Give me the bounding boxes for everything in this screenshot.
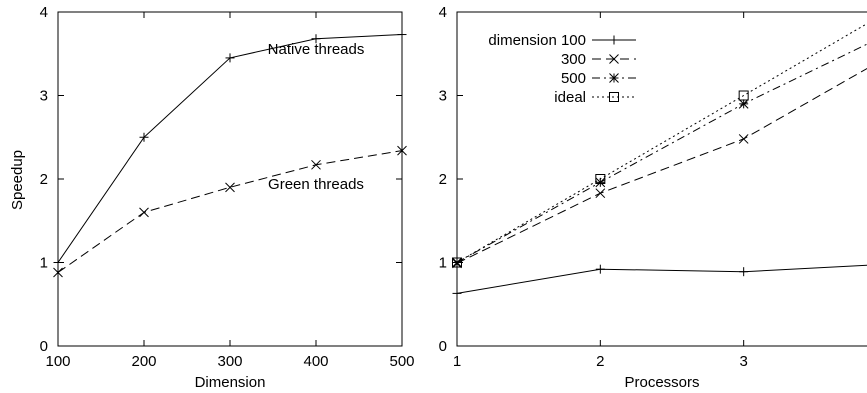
chart-left-y-ticks: 0 1 2 3 4 [40,4,402,355]
chart-left-y-axis-label: Speedup [9,150,26,210]
chart-right-series-3-point [738,98,749,109]
chart-right-x-axis-label: Processors [624,374,699,391]
chart-left-series-2-point [139,207,149,218]
chart-left-y-tick-label: 1 [40,255,48,272]
chart-right-series-4-point-box [452,257,462,268]
chart-right-series-line-4 [456,23,867,263]
chart-right-legend-marker-3-d2 [609,73,619,83]
chart-right-legend-marker-4 [609,92,619,102]
chart-right-legend-marker-2 [609,54,619,64]
chart-left-x-axis-label: Dimension [195,374,266,391]
chart-right-legend-label-4: ideal [554,89,586,106]
chart-right-series-line-2 [456,67,867,264]
chart-right-series-4-point [595,174,606,184]
chart-right-series-4-point [738,90,749,101]
chart-right-series-2-point [738,134,749,144]
chart-right-x-tick-label: 1 [453,353,461,370]
chart-left-x-tick-label: 300 [217,353,242,370]
chart-right-series-3-point [595,177,606,188]
chart-right-series-line-1 [456,264,867,294]
chart-right-series-2-point-d2 [595,188,606,199]
chart-right-legend-marker-3 [609,73,619,83]
chart-left-series-2-point [225,182,235,193]
chart-right-y-tick-label: 1 [439,255,447,272]
chart-left-series-label-1: Native threads [268,41,365,58]
chart-right-series-2-point [595,188,606,199]
chart-left-series-line-2 [57,150,403,273]
chart-left-series-2-point-d2 [53,267,63,278]
chart-right-series-1-point [595,264,605,274]
chart-left-series [53,30,407,278]
chart-right-series-1-point [739,267,749,277]
chart-left-series-2-point [53,267,63,278]
chart-right-y-tick-label: 0 [439,338,447,355]
chart-right-y-tick-label: 2 [439,171,447,188]
chart-left-series-1-point [225,53,235,63]
chart-right-series [452,23,867,298]
chart-right-legend: dimension 100 300 500 ideal [488,32,636,106]
chart-right-x-tick-label: 2 [596,353,604,370]
chart-left-y-tick-label: 2 [40,171,48,188]
chart-left-series-2-point [397,145,407,156]
chart-right-series-3-point-d2 [738,98,749,109]
chart-right-y-tick-label: 3 [439,88,447,105]
chart-left-x-ticks: 100 200 300 400 500 [45,12,415,370]
chart-right-series-3-point-d2 [595,177,606,188]
chart-left-series-label-2: Green threads [268,176,364,193]
chart-left-x-tick-label: 500 [389,353,414,370]
chart-left-y-tick-label: 4 [40,4,48,21]
chart-right-legend-label-2: 300 [561,51,586,68]
chart-right-series-4-point-box [595,174,606,184]
chart-right-series-line-3 [456,43,867,263]
chart-left-series-line-1 [57,34,403,263]
chart-right: 1 2 3 4 0 1 2 3 4 dimension 100 300 500 ideal Proc… [439,4,867,391]
chart-right-y-tick-label: 4 [439,4,447,21]
chart-right-x-tick-label: 3 [739,353,747,370]
chart-left-y-tick-label: 3 [40,88,48,105]
chart-right-series-4-point-box [738,90,749,101]
chart-left-series-2-point-d2 [311,159,321,170]
chart-left-series-1-point [139,132,149,142]
chart-left-series-1-point [311,34,321,44]
chart-left-y-tick-label: 0 [40,338,48,355]
chart-left-series-1-point [397,30,407,40]
chart-right-frame [456,11,867,347]
chart-left: 100 200 300 400 500 0 1 2 3 4 Native threads Gree… [9,4,415,391]
chart-left-series-2-point-d2 [139,207,149,218]
chart-left-series-1-point [53,258,63,267]
chart-left-series-labels: Native threads Green threads [268,41,365,193]
chart-right-series-1-point [452,288,462,298]
chart-right-y-ticks: 0 1 2 3 4 [439,4,463,355]
chart-right-legend-label-1: dimension 100 [488,32,586,49]
chart-left-x-tick-label: 200 [131,353,156,370]
chart-left-series-2-point [311,159,321,170]
chart-left-x-tick-label: 400 [303,353,328,370]
chart-right-legend-label-3: 500 [561,70,586,87]
chart-left-series-2-point-d2 [397,145,407,156]
chart-right-legend-marker-1 [609,35,619,45]
chart-left-x-tick-label: 100 [45,353,70,370]
chart-right-legend-marker-2-d2 [609,54,619,64]
chart-left-series-2-point-d2 [225,182,235,193]
chart-right-legend-marker-4-box [609,92,619,102]
chart-right-series-4-point [452,257,462,268]
chart-right-series-2-point-d2 [738,134,749,144]
